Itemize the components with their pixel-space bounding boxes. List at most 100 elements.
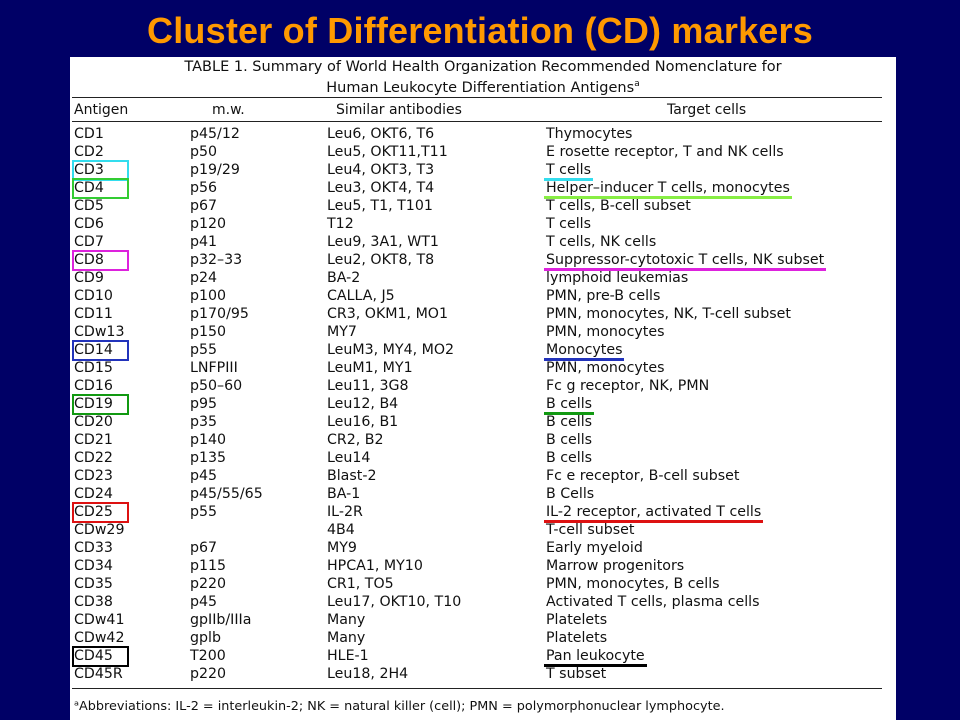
antigen-cell: CD21: [74, 432, 113, 448]
target-cells-cell: Platelets: [546, 630, 608, 646]
antigen-cell: CD23: [74, 468, 113, 484]
antigen-cell: CD4: [74, 180, 104, 196]
table-row: CD11 p170/95 CR3, OKM1, MO1 PMN, monocytes,…: [70, 305, 896, 323]
target-cells-cell: PMN, monocytes: [546, 360, 665, 376]
antigen-cell: CD38: [74, 594, 113, 610]
target-cells-cell: PMN, monocytes, B cells: [546, 576, 720, 592]
antigen-cell: CD25: [74, 504, 113, 520]
table-row: CDw42 gplb Many Platelets: [70, 629, 896, 647]
bottom-rule: [72, 688, 882, 689]
antigen-cell: CD11: [74, 306, 113, 322]
target-cells-cell: Monocytes: [546, 342, 623, 358]
target-cells-cell: PMN, pre-B cells: [546, 288, 661, 304]
antigen-cell: CD15: [74, 360, 113, 376]
mw-cell: p115: [190, 558, 227, 574]
table-row: CD25 p55 IL-2R IL-2 receptor, activated T c…: [70, 503, 896, 521]
antigen-cell: CD33: [74, 540, 113, 556]
antigen-cell: CD22: [74, 450, 113, 466]
mw-cell: p45: [190, 468, 218, 484]
target-cells-cell: PMN, monocytes: [546, 324, 665, 340]
mw-cell: p55: [190, 504, 218, 520]
antibodies-cell: MY9: [327, 540, 357, 556]
table-row: CD24 p45/55/65 BA-1 B Cells: [70, 485, 896, 503]
table-row: CD35 p220 CR1, TO5 PMN, monocytes, B cells: [70, 575, 896, 593]
antibodies-cell: Leu18, 2H4: [327, 666, 409, 682]
table-row: CD3 p19/29 Leu4, OKT3, T3 T cells: [70, 161, 896, 179]
mw-cell: p50: [190, 144, 218, 160]
antigen-cell: CD9: [74, 270, 104, 286]
target-cells-cell: IL-2 receptor, activated T cells: [546, 504, 762, 520]
table-row: CD5 p67 Leu5, T1, T101 T cells, B-cell subs…: [70, 197, 896, 215]
mw-cell: p170/95: [190, 306, 249, 322]
target-cells-cell: Marrow progenitors: [546, 558, 685, 574]
table-row: CD14 p55 LeuM3, MY4, MO2 Monocytes: [70, 341, 896, 359]
antibodies-cell: Leu3, OKT4, T4: [327, 180, 435, 196]
antibodies-cell: 4B4: [327, 522, 355, 538]
slide-title: Cluster of Differentiation (CD) markers: [147, 10, 813, 51]
table-row: CD21 p140 CR2, B2 B cells: [70, 431, 896, 449]
target-cells-cell: T subset: [546, 666, 607, 682]
antibodies-cell: BA-1: [327, 486, 361, 502]
table-row: CD15 LNFPIII LeuM1, MY1 PMN, monocytes: [70, 359, 896, 377]
target-cells-cell: PMN, monocytes, NK, T-cell subset: [546, 306, 791, 322]
mw-cell: p19/29: [190, 162, 240, 178]
mw-cell: LNFPIII: [190, 360, 238, 376]
mw-cell: p150: [190, 324, 227, 340]
antibodies-cell: CR2, B2: [327, 432, 384, 448]
antibodies-cell: Leu5, OKT11,T11: [327, 144, 448, 160]
mw-cell: p24: [190, 270, 218, 286]
target-cells-cell: B cells: [546, 396, 593, 412]
antibodies-cell: MY7: [327, 324, 357, 340]
table-row: CD19 p95 Leu12, B4 B cells: [70, 395, 896, 413]
mw-cell: p100: [190, 288, 227, 304]
antigen-cell: CD20: [74, 414, 113, 430]
antibodies-cell: Many: [327, 612, 366, 628]
mw-cell: p120: [190, 216, 227, 232]
table-title: TABLE 1. Summary of World Health Organiz…: [70, 59, 896, 97]
mw-cell: p67: [190, 198, 218, 214]
target-cells-cell: B cells: [546, 432, 593, 448]
antibodies-cell: Leu2, OKT8, T8: [327, 252, 435, 268]
mw-cell: T200: [190, 648, 226, 664]
antigen-cell: CD2: [74, 144, 104, 160]
mw-cell: p220: [190, 576, 227, 592]
mw-cell: p220: [190, 666, 227, 682]
antigen-cell: CD14: [74, 342, 113, 358]
target-cells-cell: Fc g receptor, NK, PMN: [546, 378, 710, 394]
table-row: CD10 p100 CALLA, J5 PMN, pre-B cells: [70, 287, 896, 305]
antigen-cell: CD10: [74, 288, 113, 304]
mw-cell: p95: [190, 396, 218, 412]
mw-cell: p55: [190, 342, 218, 358]
antibodies-cell: HPCA1, MY10: [327, 558, 423, 574]
target-cells-cell: B cells: [546, 450, 593, 466]
table-row: CDw13 p150 MY7 PMN, monocytes: [70, 323, 896, 341]
antibodies-cell: HLE-1: [327, 648, 369, 664]
antigen-cell: CD6: [74, 216, 104, 232]
table-row: CD2 p50 Leu5, OKT11,T11 E rosette receptor,…: [70, 143, 896, 161]
target-cells-cell: E rosette receptor, T and NK cells: [546, 144, 784, 160]
target-cells-cell: Pan leukocyte: [546, 648, 645, 664]
header-target-cells: Target cells: [667, 102, 747, 118]
antibodies-cell: T12: [327, 216, 354, 232]
antibodies-cell: Many: [327, 630, 366, 646]
mw-cell: p50–60: [190, 378, 243, 394]
antigen-cell: CDw13: [74, 324, 125, 340]
antigen-cell: CD34: [74, 558, 113, 574]
target-cells-cell: T cells, B-cell subset: [546, 198, 691, 214]
antibodies-cell: Leu11, 3G8: [327, 378, 409, 394]
antigen-cell: CD7: [74, 234, 104, 250]
table-title-line2-text: Human Leukocyte Differentiation Antigens: [326, 79, 635, 96]
table-row: CD33 p67 MY9 Early myeloid: [70, 539, 896, 557]
mw-cell: p140: [190, 432, 227, 448]
target-cells-cell: T-cell subset: [546, 522, 635, 538]
header-rule: [72, 121, 882, 122]
target-cells-cell: lymphoid leukemias: [546, 270, 689, 286]
antibodies-cell: Leu16, B1: [327, 414, 399, 430]
table-title-line2: Human Leukocyte Differentiation Antigens…: [70, 76, 896, 97]
antibodies-cell: Leu14: [327, 450, 371, 466]
table-title-line1: TABLE 1. Summary of World Health Organiz…: [184, 59, 782, 75]
antigen-cell: CD8: [74, 252, 104, 268]
table-title-footnote-mark: a: [634, 79, 640, 89]
antibodies-cell: Leu12, B4: [327, 396, 399, 412]
antibodies-cell: Leu5, T1, T101: [327, 198, 433, 214]
